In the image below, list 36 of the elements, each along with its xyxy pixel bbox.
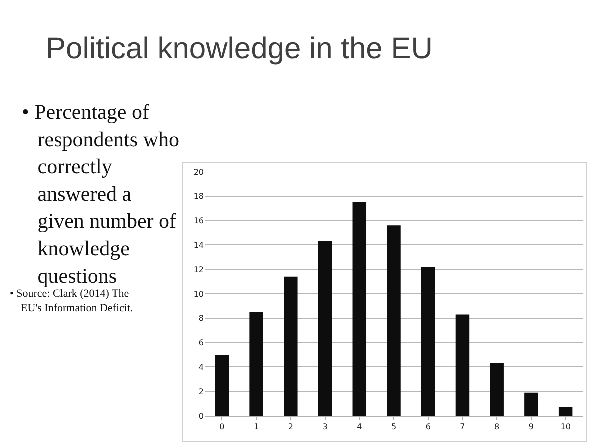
x-tick-label: 0 [220, 422, 225, 432]
y-tick-label: 10 [194, 290, 204, 299]
y-tick-label: 6 [198, 338, 204, 348]
y-tick-label: 18 [194, 192, 204, 202]
x-tick-label: 3 [322, 422, 328, 432]
text: • Source: Clark (2014) The EU's Information Deficit. [10, 288, 134, 314]
y-tick-label: 12 [194, 265, 204, 274]
chart-title: Political knowledge in the EU [46, 32, 433, 66]
x-tick-label: 7 [460, 422, 466, 432]
bar [421, 267, 436, 416]
y-tick-label: 8 [198, 314, 204, 324]
y-tick-label: 16 [194, 216, 204, 226]
y-tick-label: 14 [194, 241, 204, 250]
x-tick-label: 2 [288, 422, 294, 432]
bar [456, 314, 470, 416]
y-tick-label: 0 [198, 412, 204, 421]
x-tick-label: 8 [494, 422, 500, 432]
y-tick-label: 2 [198, 387, 204, 396]
x-tick-label: 6 [426, 422, 431, 432]
x-tick-label: 5 [391, 422, 397, 432]
bar [387, 226, 401, 416]
x-tick-label: 9 [528, 422, 534, 432]
bar [352, 202, 367, 416]
bar [524, 392, 538, 416]
x-tick-label: 10 [560, 422, 571, 432]
y-tick-label: 20 [194, 168, 204, 177]
text: • Percentage of respondents who correctly answered a given number of knowledge questions [22, 100, 180, 288]
bar [284, 276, 298, 416]
bar [318, 242, 332, 416]
bar [490, 364, 504, 416]
y-tick-label: 4 [198, 363, 204, 372]
bar [558, 407, 573, 416]
x-tick-label: 1 [254, 422, 260, 432]
x-tick-label: 4 [357, 422, 362, 432]
bar [250, 312, 264, 416]
bar [215, 355, 230, 416]
